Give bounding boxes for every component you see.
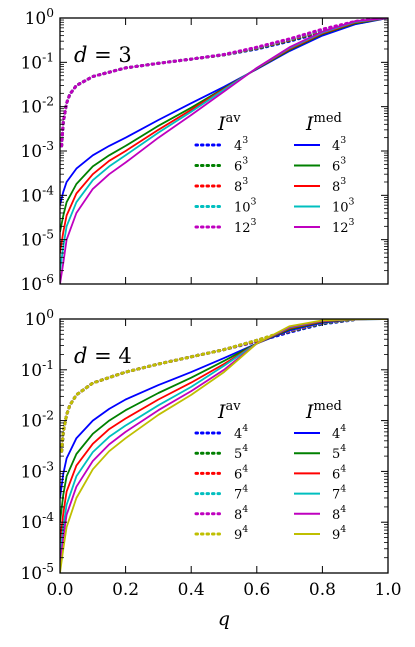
y-tick-label: 10-5 [20, 228, 54, 251]
legend-label-av: 44 [234, 423, 248, 442]
legend-label-med: 84 [332, 504, 346, 523]
x-tick-label: 1.0 [374, 580, 401, 600]
x-axis-label: q [218, 608, 230, 630]
y-tick-label: 100 [25, 307, 54, 330]
series-line-av-2 [60, 18, 374, 148]
legend-label-med: 83 [332, 176, 346, 195]
y-tick-label: 100 [25, 6, 54, 29]
legend-header-av: Iav [217, 111, 241, 135]
legend-label-med: 44 [332, 423, 346, 442]
legend-label-av: 63 [234, 156, 248, 175]
y-tick-label: 10-3 [20, 459, 54, 482]
y-tick-label: 10-1 [20, 50, 54, 73]
legend-label-av: 43 [234, 135, 248, 154]
legend-label-med: 103 [332, 197, 355, 216]
legend-label-av: 103 [234, 197, 257, 216]
legend-label-med: 123 [332, 217, 355, 236]
legend-label-av: 74 [234, 484, 248, 503]
legend-header-med: Imed [305, 399, 342, 423]
y-tick-label: 10-6 [20, 272, 54, 295]
chart-panel-2: 0.0 0.2 0.4 0.6 0.8 1.0 10-5 10-4 10-3 10-2 10-1 10… [20, 307, 401, 630]
legend-label-med: 43 [332, 135, 346, 154]
legend-label-av: 84 [234, 504, 248, 523]
x-tick-label: 0.0 [46, 580, 73, 600]
series-line-av-1 [60, 19, 374, 148]
legend-label-med: 94 [332, 524, 346, 543]
legend-label-med: 74 [332, 484, 346, 503]
series-line-av-3 [60, 18, 374, 148]
legend-label-med: 63 [332, 156, 346, 175]
x-tick-label: 0.8 [309, 580, 336, 600]
y-tick-label: 10-2 [20, 409, 54, 432]
x-tick-label: 0.6 [243, 580, 270, 600]
series-line-med-12 [60, 319, 388, 573]
y-tick-label: 10-4 [20, 510, 54, 533]
panel-label: d = 3 [74, 43, 132, 67]
legend-label-av: 94 [234, 524, 248, 543]
legend-label-med: 64 [332, 463, 346, 482]
legend-header-med: Imed [305, 111, 342, 135]
plot-frame [59, 318, 389, 574]
x-tick-label: 0.2 [112, 580, 139, 600]
legend-label-av: 64 [234, 463, 248, 482]
series-line-med-10 [60, 18, 388, 284]
panel-label: d = 4 [74, 344, 132, 368]
series-line-med-6 [60, 18, 388, 206]
series-group [60, 18, 388, 284]
legend-label-av: 54 [234, 443, 248, 462]
series-group [60, 319, 388, 573]
legend-header-av: Iav [217, 399, 241, 423]
legend-label-av: 83 [234, 176, 248, 195]
y-tick-label: 10-5 [20, 561, 54, 584]
y-tick-label: 10-3 [20, 139, 54, 162]
legend-label-med: 54 [332, 443, 346, 462]
y-tick-label: 10-4 [20, 183, 54, 206]
series-line-av-5 [60, 18, 374, 148]
legend-label-av: 123 [234, 217, 257, 236]
y-tick-label: 10-2 [20, 95, 54, 118]
series-line-av-4 [60, 18, 374, 148]
x-tick-label: 0.4 [178, 580, 205, 600]
y-tick-label: 10-1 [20, 358, 54, 381]
